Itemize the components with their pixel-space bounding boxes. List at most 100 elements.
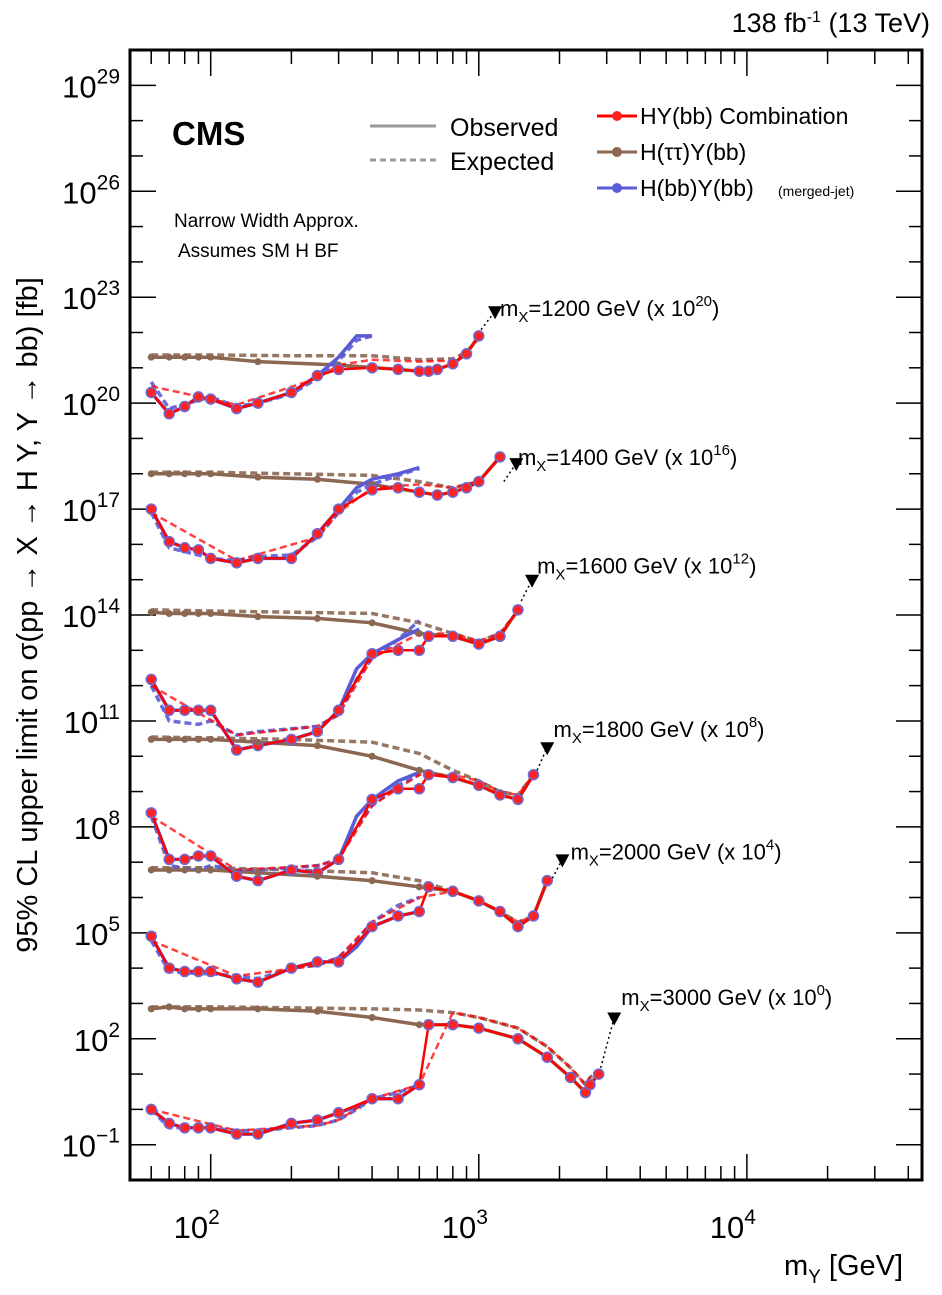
legend-observed-label: Observed (450, 114, 558, 142)
combination-point (541, 874, 553, 887)
tautau-point (147, 1005, 155, 1013)
combination-point (285, 864, 298, 876)
combination-point (527, 910, 540, 922)
tautau-point (313, 1007, 321, 1015)
combination-point (447, 486, 459, 498)
combination-point (163, 408, 175, 420)
tautau-point (313, 475, 321, 483)
combination-point (473, 895, 485, 907)
tautau-point (207, 1005, 215, 1013)
legend-combination-marker (612, 111, 622, 121)
combination-point (332, 853, 345, 866)
combination-point (392, 783, 404, 795)
combination-point (230, 557, 243, 569)
combination-point (252, 976, 264, 988)
combination-point (413, 365, 426, 377)
combination-point (592, 1068, 605, 1080)
tautau-point (254, 1005, 262, 1013)
tautau-point (207, 353, 215, 361)
legend-combination-label: HY(bb) Combination (640, 103, 848, 129)
combination-point (230, 973, 243, 985)
y-tick-label: 1020 (62, 383, 120, 422)
combination-point (230, 870, 243, 882)
tautau-point (165, 353, 173, 361)
combination-point (366, 920, 378, 933)
tautau-point (254, 738, 262, 746)
combination-point (366, 793, 378, 806)
tautau-point (147, 353, 155, 361)
tautau-point (194, 866, 202, 874)
tick-labels: 102 103 104 10−1 102 105 108 1011 1014 1017 1020 10… (62, 65, 757, 1245)
x-tick-label: 102 (174, 1206, 220, 1245)
tautau-point (207, 866, 215, 874)
combination-point (413, 905, 426, 918)
combination-point (366, 1092, 378, 1105)
tautau-point (181, 610, 189, 618)
combination-point (473, 638, 485, 650)
x-axis-title-unit: [GeV] (821, 1250, 903, 1282)
series-comb-observed (150, 1023, 600, 1136)
panel-arrow (520, 579, 533, 602)
combination-point (311, 369, 324, 382)
combination-point (447, 771, 459, 784)
legend-bb-note: (merged-jet) (778, 183, 854, 199)
legend-bb-label: H(bb)Y(bb) (640, 175, 754, 201)
tautau-point (165, 1003, 173, 1011)
combination-point (230, 1128, 243, 1140)
x-axis-title: mY [GeV] (784, 1250, 903, 1288)
panel-label-2000: mX=2000 GeV (x 104) (571, 837, 782, 870)
combination-point (413, 486, 426, 498)
combination-point (311, 956, 324, 968)
tautau-point (207, 735, 215, 743)
combination-point (431, 489, 444, 501)
series-tautau-observed (151, 455, 502, 497)
panel-arrow (503, 462, 517, 483)
combination-point (145, 930, 157, 942)
combination-point (192, 1122, 205, 1134)
panel-arrow-head (540, 742, 555, 756)
tautau-point (254, 358, 262, 366)
y-tick-label: 1011 (64, 701, 120, 740)
combination-point (584, 1078, 596, 1091)
combination-point (494, 451, 506, 463)
tautau-point (415, 766, 423, 774)
tautau-point (368, 877, 376, 885)
panel-labels: mX=1200 GeV (x 1020) mX=1400 GeV (x 1016)… (480, 293, 832, 1069)
combination-point (494, 630, 506, 643)
combination-point (473, 1022, 485, 1034)
combination-point (527, 768, 540, 781)
tautau-point (368, 1013, 376, 1021)
combination-point (204, 965, 217, 978)
series-bb-observed (149, 770, 420, 883)
combination-point (230, 402, 243, 415)
tautau-point (147, 735, 155, 743)
series-tautau-observed (151, 868, 549, 929)
y-axis-title: 95% CL upper limit on σ(pp → X → H Y, Y … (12, 277, 44, 953)
combination-point (163, 704, 175, 717)
tautau-point (415, 883, 423, 891)
combination-point (473, 330, 485, 342)
combination-point (366, 362, 378, 374)
tautau-point (165, 735, 173, 743)
tautau-point (415, 1021, 423, 1029)
lumi-label: 138 fb-1 (13 TeV) (732, 8, 930, 39)
x-tick-label: 103 (442, 1206, 488, 1245)
combination-point (564, 1071, 577, 1084)
legend-bb-marker (612, 183, 622, 193)
combination-point (145, 673, 157, 686)
combination-point (366, 484, 378, 496)
tautau-point (313, 872, 321, 880)
combination-point (204, 704, 217, 717)
combination-point (311, 1114, 324, 1126)
legend-expected-label: Expected (450, 148, 554, 176)
panel-label-1600: mX=1600 GeV (x 1012) (537, 551, 756, 584)
combination-point (145, 386, 157, 399)
combination-point (178, 704, 191, 717)
combination-point (332, 1107, 345, 1119)
panel-arrow (480, 310, 496, 331)
combination-point (512, 604, 524, 616)
combination-point (204, 850, 217, 862)
combination-point (541, 1051, 553, 1063)
combination-point (512, 920, 524, 933)
